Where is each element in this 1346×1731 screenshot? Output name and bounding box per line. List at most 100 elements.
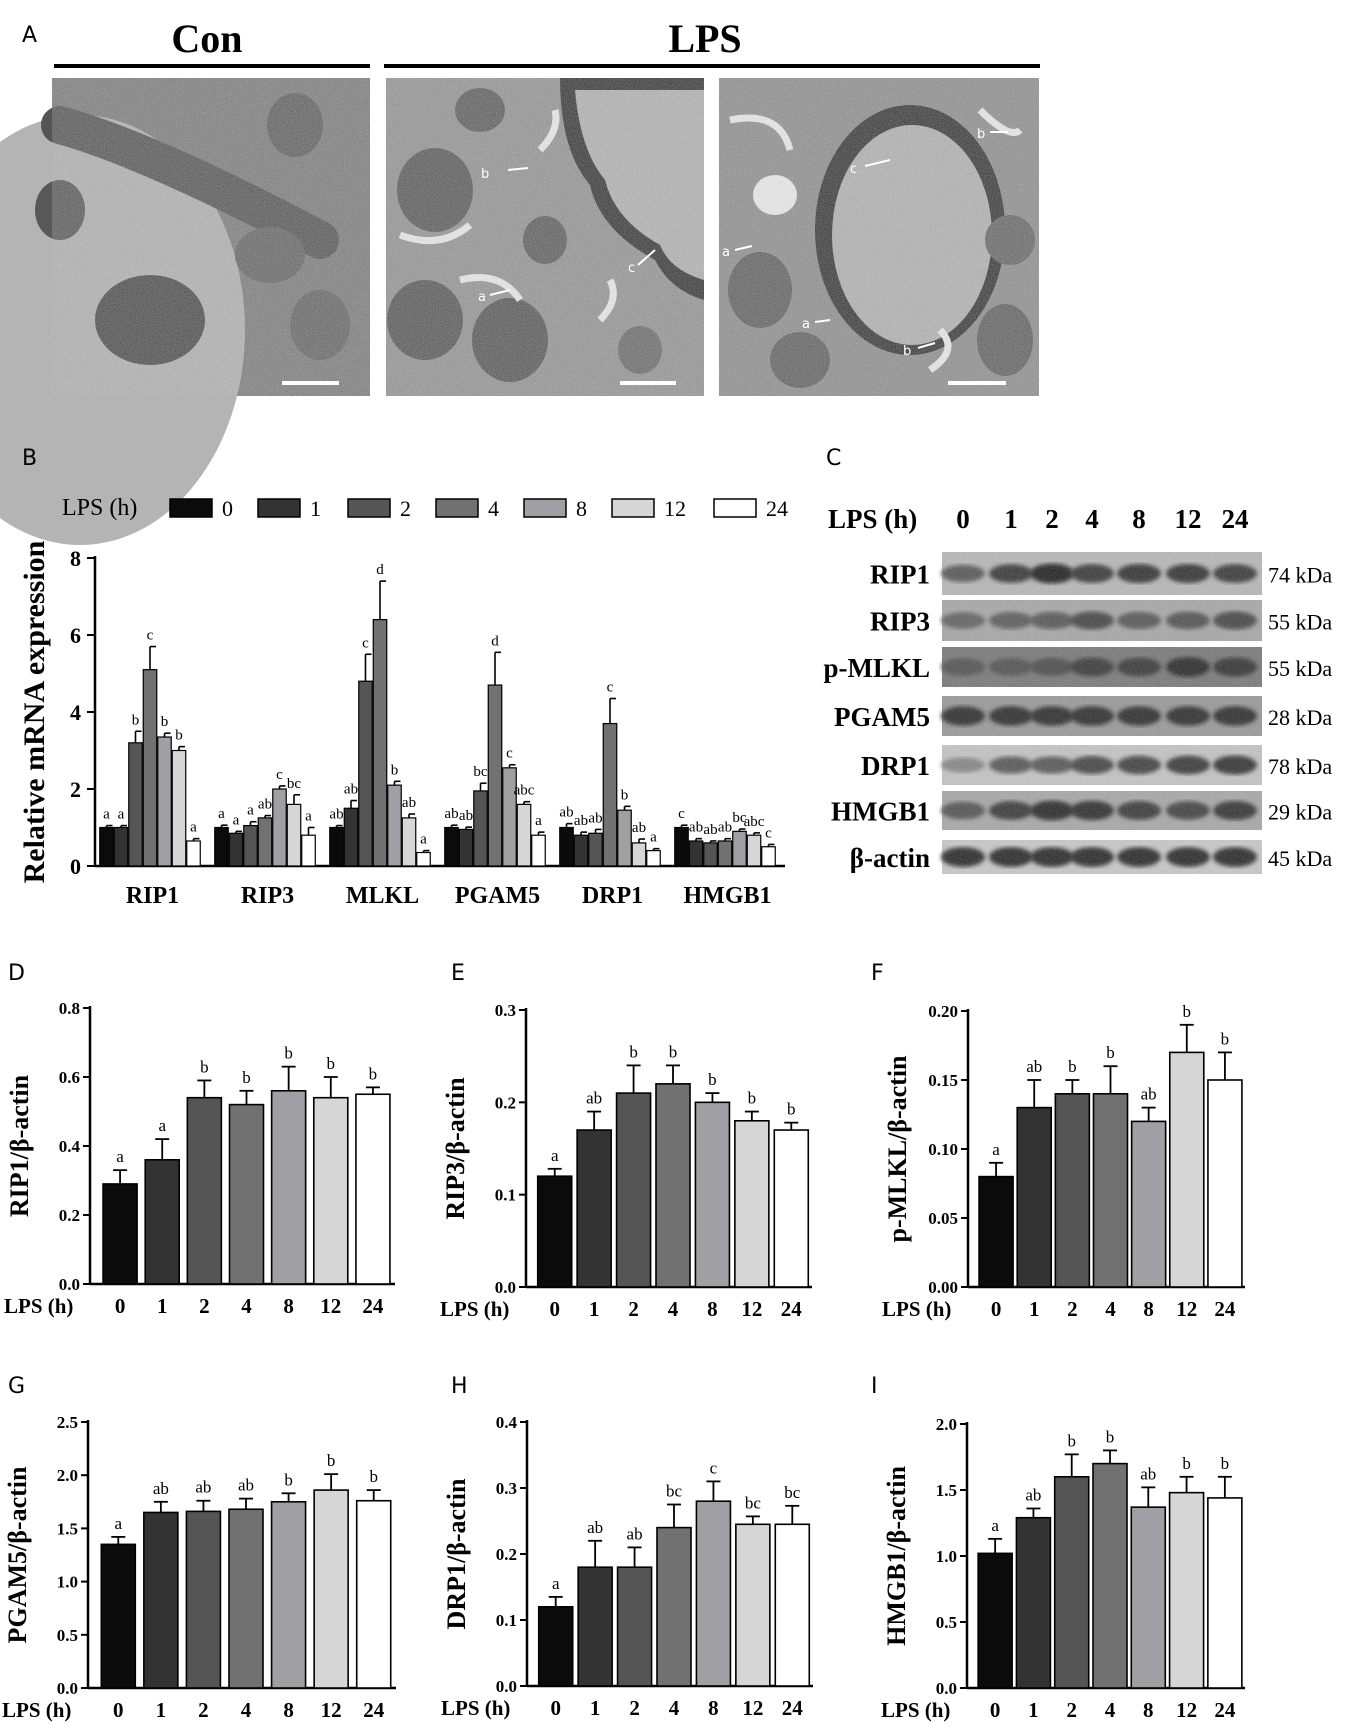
significance-label: b — [132, 712, 140, 728]
x-category-label: 1 — [589, 1297, 600, 1321]
bar — [228, 1103, 265, 1285]
group-label-lps: LPS — [668, 16, 741, 61]
bar — [761, 846, 776, 867]
significance-label: abc — [514, 783, 535, 799]
x-category-label: 4 — [241, 1294, 252, 1318]
bar — [1053, 1476, 1090, 1689]
y-axis-label: PGAM5/β-actin — [3, 1466, 32, 1643]
bar — [286, 803, 302, 867]
significance-label: b — [748, 1089, 757, 1108]
significance-label: c — [276, 767, 283, 783]
significance-label: c — [147, 628, 154, 644]
bar — [531, 834, 546, 867]
bar — [577, 1566, 613, 1687]
significance-label: a — [991, 1516, 999, 1535]
bar — [978, 1175, 1014, 1288]
significance-label: a — [650, 830, 657, 846]
blot-row: RIP1 74 kDa — [870, 552, 1332, 595]
significance-label: bc — [287, 776, 302, 792]
bar — [717, 840, 733, 867]
blot-header-label: LPS (h) — [828, 504, 917, 534]
bar — [358, 680, 373, 867]
blot-texture — [942, 840, 1262, 874]
significance-label: a — [118, 807, 125, 823]
significance-label: ab — [1026, 1057, 1042, 1076]
x-category-label: 0 — [113, 1698, 124, 1722]
y-tick-label: 0.5 — [57, 1626, 78, 1645]
bar — [143, 1511, 179, 1689]
arrow-label: c — [850, 162, 857, 177]
bar — [735, 1523, 771, 1687]
molecular-weight-label: 45 kDa — [1268, 846, 1332, 871]
bar — [228, 832, 244, 867]
bar — [694, 1101, 731, 1288]
legend-entry: 1 — [310, 496, 321, 521]
legend-entry: 4 — [488, 496, 499, 521]
significance-label: d — [491, 633, 499, 649]
bar — [142, 669, 158, 867]
lane-label: 24 — [1222, 504, 1249, 534]
x-axis-label: LPS (h) — [441, 1696, 510, 1720]
bar — [171, 749, 187, 867]
x-category-label: 12 — [1176, 1698, 1197, 1722]
bar — [401, 817, 417, 867]
significance-label: b — [629, 1042, 638, 1061]
x-category-label: DRP1 — [582, 883, 643, 909]
y-tick-label: 2 — [70, 777, 81, 802]
significance-label: b — [200, 1057, 209, 1076]
bar — [576, 1129, 612, 1288]
x-category-label: 2 — [1067, 1297, 1078, 1321]
bar — [559, 826, 574, 867]
protein-label: HMGB1 — [831, 797, 930, 827]
bar — [774, 1523, 811, 1687]
legend-title: LPS (h) — [62, 495, 137, 521]
bar — [329, 826, 344, 867]
y-tick-label: 1.5 — [936, 1481, 957, 1500]
y-tick-label: 2.0 — [936, 1415, 957, 1434]
y-axis-label: HMGB1/β-actin — [882, 1466, 911, 1646]
bar — [185, 1510, 222, 1689]
y-tick-label: 0.10 — [928, 1140, 958, 1159]
x-category-label: 24 — [1214, 1698, 1236, 1722]
panel-letter: I — [871, 1374, 878, 1399]
bar — [977, 1552, 1013, 1689]
significance-label: b — [175, 728, 183, 744]
protein-label: PGAM5 — [834, 702, 930, 732]
x-category-label: 24 — [781, 1297, 803, 1321]
x-category-label: 8 — [283, 1698, 294, 1722]
panel-letter: F — [871, 961, 884, 986]
blot-texture — [942, 696, 1262, 736]
y-tick-label: 0.3 — [496, 1479, 517, 1498]
significance-label: abc — [744, 814, 765, 830]
protein-label: p-MLKL — [823, 653, 930, 683]
bar — [99, 826, 114, 867]
significance-label: b — [787, 1100, 796, 1119]
bar — [186, 840, 201, 867]
bar — [631, 842, 647, 867]
bar — [536, 1175, 573, 1288]
significance-label: b — [708, 1070, 717, 1089]
bar — [734, 1120, 770, 1288]
blot-row: DRP1 78 kDa — [861, 745, 1332, 785]
group-bar-con — [54, 64, 370, 68]
lane-label: 1 — [1004, 504, 1018, 534]
significance-label: b — [391, 762, 399, 778]
blot-texture — [942, 647, 1262, 687]
significance-label: ab — [703, 822, 717, 838]
x-category-label: 4 — [241, 1698, 252, 1722]
blot-texture — [942, 600, 1262, 641]
legend-entry: 0 — [222, 496, 233, 521]
y-tick-label: 0.2 — [59, 1206, 80, 1225]
x-category-label: RIP1 — [126, 883, 179, 909]
bar — [746, 834, 762, 867]
significance-label: ab — [1141, 1085, 1157, 1104]
significance-label: a — [158, 1116, 166, 1135]
significance-label: c — [362, 635, 369, 651]
significance-label: a — [190, 820, 197, 836]
significance-label: b — [369, 1064, 378, 1083]
y-tick-label: 0.1 — [496, 1611, 517, 1630]
significance-label: ab — [632, 820, 646, 836]
significance-label: b — [1068, 1057, 1077, 1076]
panel-g: G 0.0 0.5 1.0 1.5 2.0 2.5 PGAM5/β-actin a 0 ab 1 ab 2… — [2, 1374, 396, 1722]
